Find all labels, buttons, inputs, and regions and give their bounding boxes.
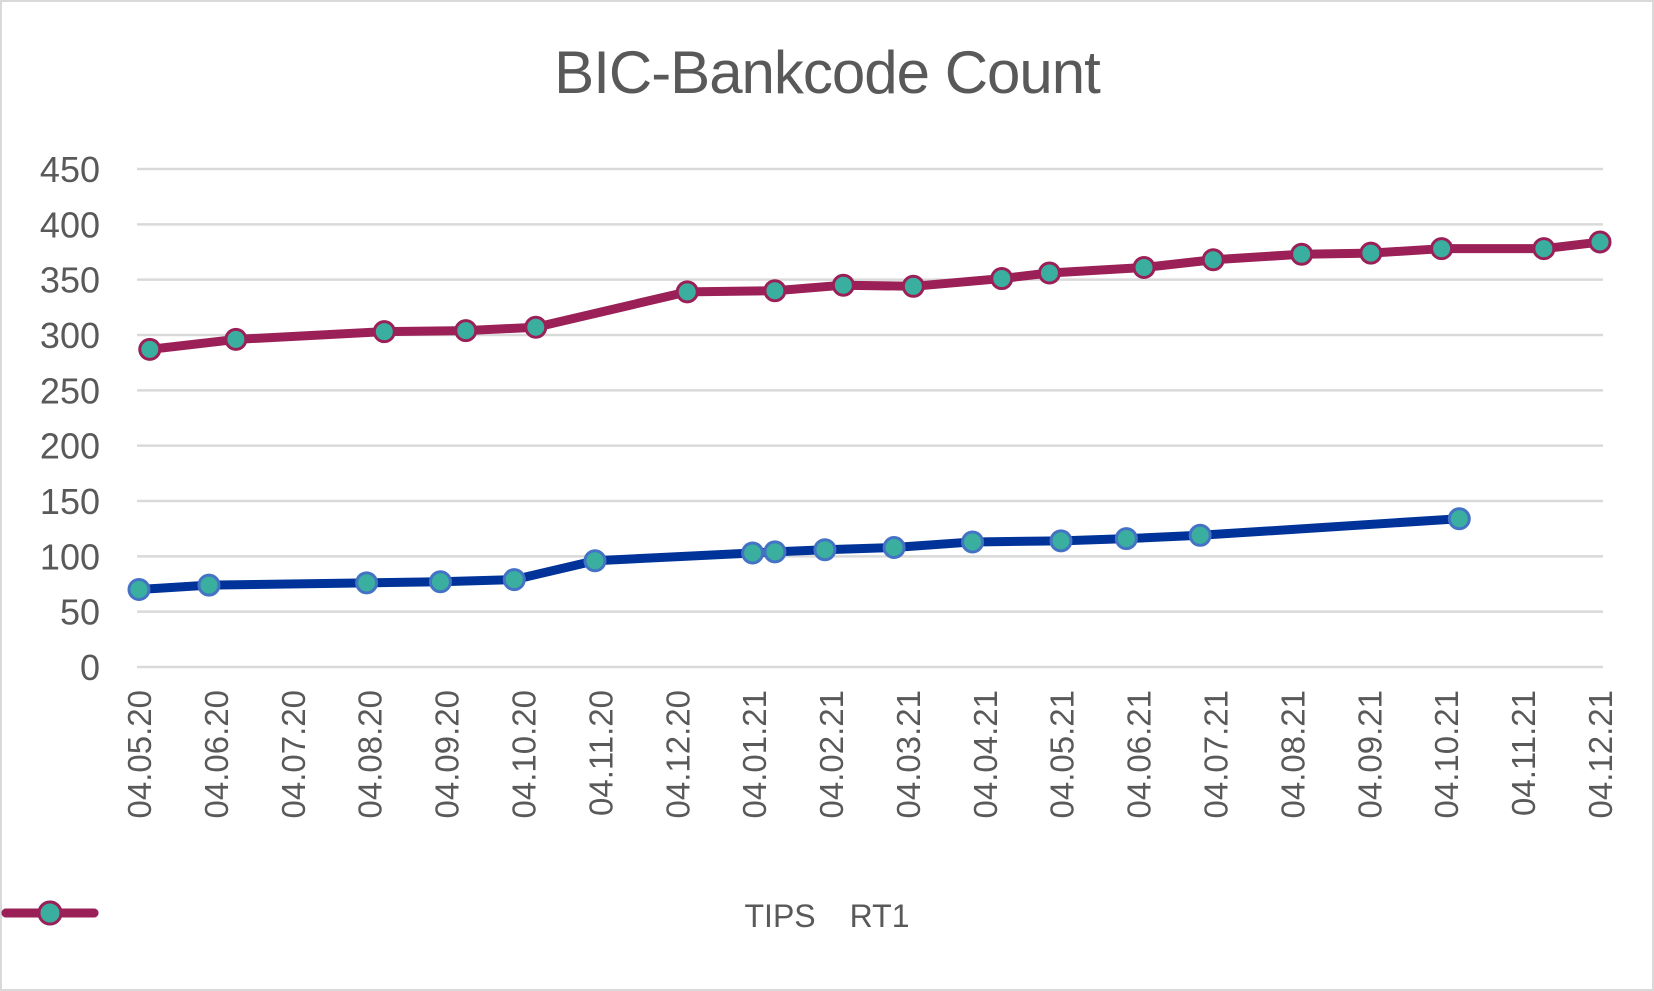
x-tick-label: 04.05.20 (121, 690, 158, 818)
data-point (224, 327, 248, 351)
data-point (524, 315, 548, 339)
data-point (1430, 237, 1454, 261)
y-tick-label: 200 (40, 426, 100, 467)
x-tick-label: 04.10.21 (1428, 690, 1465, 818)
data-point (428, 570, 452, 594)
y-tick-label: 350 (40, 260, 100, 301)
data-point (763, 279, 787, 303)
x-tick-label: 04.08.21 (1274, 690, 1311, 818)
y-tick-label: 400 (40, 204, 100, 245)
y-tick-label: 50 (60, 592, 100, 633)
data-point (1447, 507, 1471, 531)
x-tick-label: 04.05.21 (1044, 690, 1081, 818)
x-tick-label: 04.06.20 (198, 690, 235, 818)
data-point (197, 573, 221, 597)
data-point (1049, 529, 1073, 553)
x-tick-label: 04.11.20 (582, 690, 619, 816)
x-tick-label: 04.07.21 (1198, 690, 1235, 818)
data-point (831, 273, 855, 297)
x-tick-label: 04.11.21 (1505, 690, 1542, 816)
x-tick-label: 04.03.21 (890, 690, 927, 818)
data-point (1359, 241, 1383, 265)
data-point (763, 540, 787, 564)
y-tick-label: 150 (40, 481, 100, 522)
chart-title: BIC-Bankcode Count (554, 39, 1101, 106)
legend-label-rt1: RT1 (849, 898, 910, 934)
y-tick-label: 300 (40, 315, 100, 356)
data-point (882, 535, 906, 559)
data-point (1588, 230, 1612, 254)
data-point (1201, 248, 1225, 272)
x-tick-label: 04.09.20 (429, 690, 466, 818)
data-point (1188, 523, 1212, 547)
y-tick-label: 0 (80, 647, 100, 688)
x-tick-label: 04.02.21 (813, 690, 850, 818)
data-point (583, 549, 607, 573)
x-tick-label: 04.07.20 (275, 690, 312, 818)
data-point (1290, 242, 1314, 266)
legend-item-tips: TIPS (1, 898, 816, 935)
data-point (741, 541, 765, 565)
data-point (675, 280, 699, 304)
data-point (1132, 255, 1156, 279)
x-tick-label: 04.09.21 (1351, 690, 1388, 818)
data-point (901, 274, 925, 298)
legend: TIPS RT1 (0, 898, 1654, 935)
y-tick-label: 450 (40, 149, 100, 190)
x-tick-label: 04.12.21 (1582, 690, 1619, 818)
data-point (355, 571, 379, 595)
data-point (1532, 237, 1556, 261)
y-tick-label: 250 (40, 370, 100, 411)
data-point (813, 538, 837, 562)
x-tick-label: 04.08.20 (352, 690, 389, 818)
rt1-line-marker-icon (1, 900, 99, 926)
data-point (127, 578, 151, 602)
data-point (138, 337, 162, 361)
y-tick-label: 100 (40, 536, 100, 577)
series-tips (127, 507, 1471, 602)
data-point (454, 319, 478, 343)
data-point (502, 568, 526, 592)
data-point (961, 530, 985, 554)
x-tick-label: 04.04.21 (967, 690, 1004, 818)
data-point (372, 320, 396, 344)
legend-label-tips: TIPS (744, 898, 816, 934)
series-rt1 (138, 230, 1612, 361)
legend-item-rt1: RT1 (1, 898, 910, 935)
x-tick-label: 04.12.20 (659, 690, 696, 818)
data-point (990, 267, 1014, 291)
data-point (1114, 527, 1138, 551)
data-point (1037, 261, 1061, 285)
x-tick-label: 04.01.21 (736, 690, 773, 818)
x-tick-label: 04.10.20 (505, 690, 542, 818)
x-tick-label: 04.06.21 (1121, 690, 1158, 818)
